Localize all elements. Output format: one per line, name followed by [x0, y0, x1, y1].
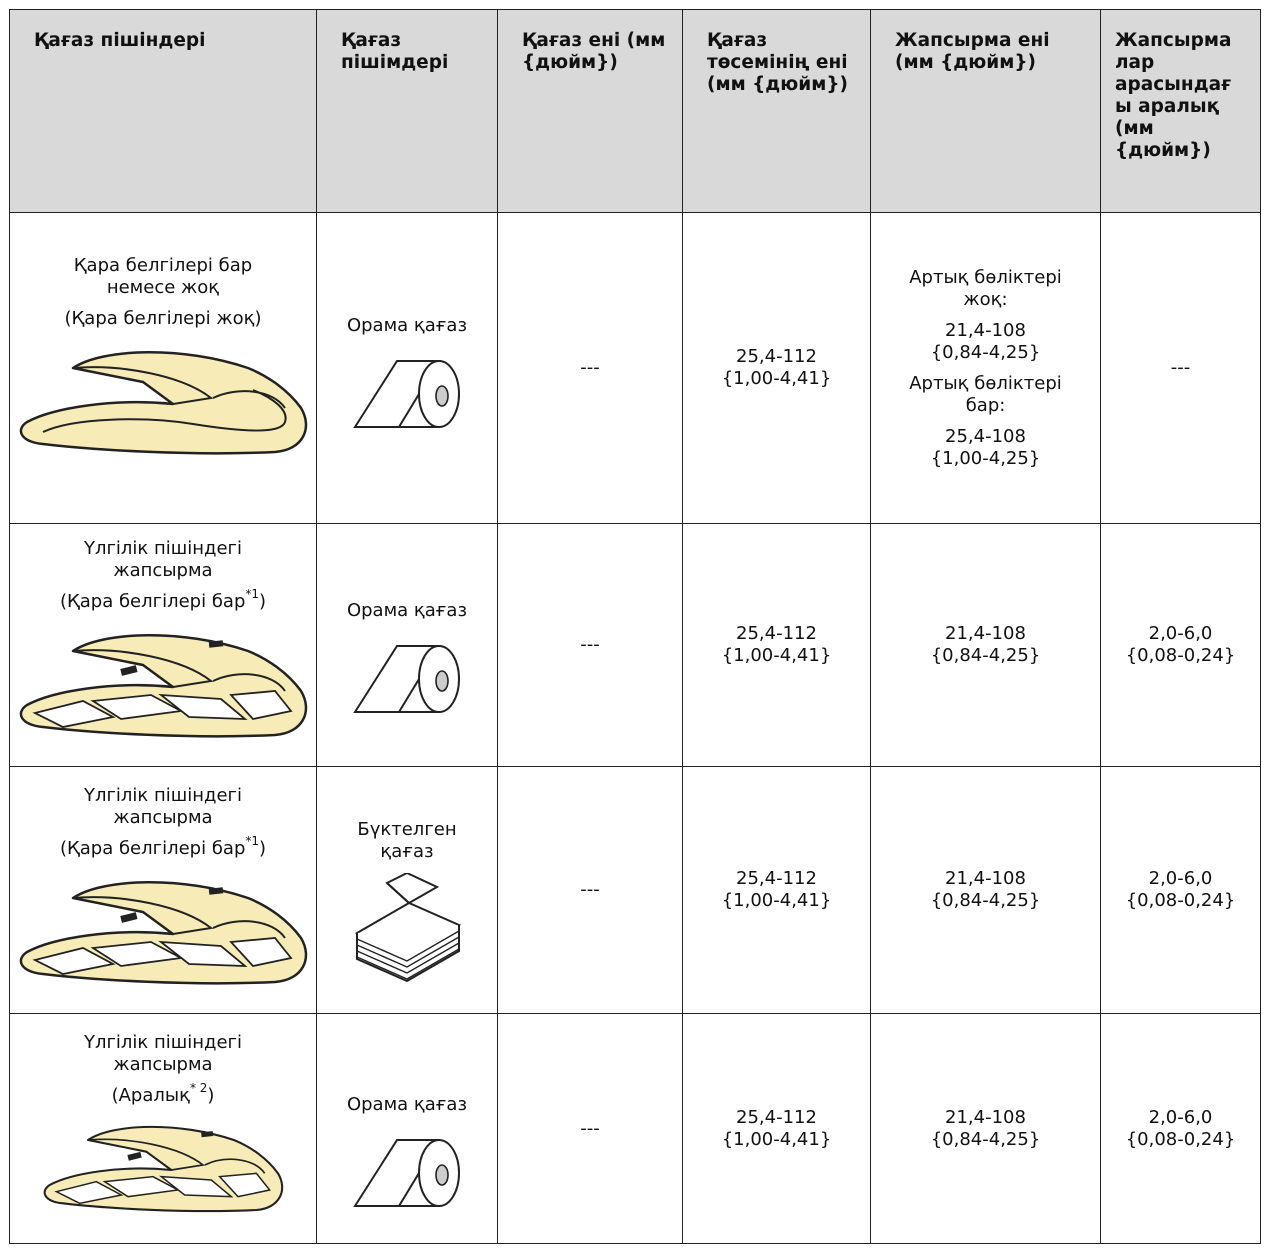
label-width-cell: Артық бөліктері жоқ: 21,4-108 {0,84-4,25… [870, 212, 1101, 524]
header-paper-format: Қағаз пішімдері [316, 9, 498, 213]
liner-width-inch: {1,00-4,41} [721, 1128, 832, 1150]
shape-line2: немесе жоқ [106, 277, 220, 298]
label-width-cell: 21,4-108 {0,84-4,25} [870, 523, 1101, 767]
format-cell: Бүктелген қағаз [316, 766, 498, 1014]
header-label-gap: Жапсырма лар арасындағ ы аралық (мм {дюй… [1100, 9, 1261, 213]
label-paper-icon [13, 621, 313, 741]
shape-line1: Үлгілік пішіндегі [83, 538, 243, 559]
table-row: Үлгілік пішіндегі жапсырма (Қара белгіле… [9, 523, 1261, 767]
shape-line1: Үлгілік пішіндегі [83, 1032, 243, 1053]
format-label-line2: қағаз [380, 841, 434, 862]
gap-value: 2,0-6,0 [1148, 1106, 1213, 1128]
table-row: Қара белгілері бар немесе жоқ (Қара белг… [9, 212, 1261, 524]
liner-width-value: 25,4-112 [736, 346, 817, 367]
shape-line1: Үлгілік пішіндегі [83, 785, 243, 806]
label-width-cell: 21,4-108 {0,84-4,25} [870, 1013, 1101, 1244]
label-width-inch: {0,84-4,25} [930, 1128, 1041, 1150]
label-width-inch: {0,84-4,25} [930, 341, 1041, 363]
shape-cell: Үлгілік пішіндегі жапсырма (Аралық* 2) [9, 1013, 317, 1244]
gap-cell: 2,0-6,0 {0,08-0,24} [1100, 766, 1261, 1014]
header-paper-shape: Қағаз пішіндері [9, 9, 317, 213]
label-width-inch: {0,84-4,25} [930, 890, 1041, 911]
label-width-value: 21,4-108 [945, 868, 1026, 889]
gap-inch: {0,08-0,24} [1125, 890, 1236, 911]
roll-paper-icon [347, 347, 467, 437]
gap-inch: {0,08-0,24} [1125, 645, 1236, 666]
fanfold-paper-icon [347, 873, 467, 983]
shape-line2: жапсырма [113, 807, 213, 828]
label-width-note: Артық бөліктері [909, 372, 1062, 394]
format-label: Орама қағаз [346, 315, 468, 336]
gap-cell: 2,0-6,0 {0,08-0,24} [1100, 1013, 1261, 1244]
paper-width-cell: --- [497, 523, 683, 767]
liner-width-cell: 25,4-112 {1,00-4,41} [682, 523, 871, 767]
shape-cell: Қара белгілері бар немесе жоқ (Қара белг… [9, 212, 317, 524]
header-liner-width: Қағаз төсемінің ені (мм {дюйм}) [682, 9, 871, 213]
shape-note: (Қара белгілері бар*1) [59, 834, 267, 859]
shape-note: (Қара белгілері бар*1) [59, 587, 267, 612]
shape-line1: Қара белгілері бар [73, 255, 253, 276]
liner-width-cell: 25,4-112 {1,00-4,41} [682, 212, 871, 524]
liner-width-value: 25,4-112 [736, 623, 817, 644]
label-width-value: 25,4-108 [945, 425, 1026, 447]
label-paper-icon [13, 868, 313, 988]
paper-width-cell: --- [497, 766, 683, 1014]
liner-width-cell: 25,4-112 {1,00-4,41} [682, 766, 871, 1014]
liner-width-inch: {1,00-4,41} [721, 368, 832, 389]
format-cell: Орама қағаз [316, 523, 498, 767]
label-width-cell: 21,4-108 {0,84-4,25} [870, 766, 1101, 1014]
liner-width-cell: 25,4-112 {1,00-4,41} [682, 1013, 871, 1244]
shape-line2: жапсырма [113, 1054, 213, 1075]
paper-width-cell: --- [497, 212, 683, 524]
continuous-paper-icon [13, 338, 313, 458]
gap-value: 2,0-6,0 [1148, 623, 1213, 644]
format-cell: Орама қағаз [316, 212, 498, 524]
gap-value: 2,0-6,0 [1148, 868, 1213, 889]
label-width-value: 21,4-108 [945, 623, 1026, 644]
table-row: Үлгілік пішіндегі жапсырма (Қара белгіле… [9, 766, 1261, 1014]
liner-width-value: 25,4-112 [736, 1106, 817, 1128]
format-label-line1: Бүктелген [357, 819, 457, 840]
label-width-inch: {1,00-4,25} [930, 447, 1041, 469]
liner-width-value: 25,4-112 [736, 868, 817, 889]
label-paper-icon [13, 1115, 313, 1215]
label-width-value: 21,4-108 [945, 319, 1026, 341]
roll-paper-icon [347, 632, 467, 722]
gap-cell: --- [1100, 212, 1261, 524]
liner-width-inch: {1,00-4,41} [721, 890, 832, 911]
format-label: Орама қағаз [346, 600, 468, 621]
liner-width-inch: {1,00-4,41} [721, 645, 832, 666]
header-label-width: Жапсырма ені (мм {дюйм}) [870, 9, 1101, 213]
header-paper-width: Қағаз ені (мм {дюйм}) [497, 9, 683, 213]
shape-cell: Үлгілік пішіндегі жапсырма (Қара белгіле… [9, 766, 317, 1014]
format-label: Орама қағаз [346, 1094, 468, 1115]
label-width-inch: {0,84-4,25} [930, 645, 1041, 666]
label-width-value: 21,4-108 [945, 1106, 1026, 1128]
label-width-note: жоқ: [963, 288, 1008, 310]
table-row: Үлгілік пішіндегі жапсырма (Аралық* 2) О… [9, 1013, 1261, 1244]
gap-inch: {0,08-0,24} [1125, 1128, 1236, 1150]
shape-line2: жапсырма [113, 560, 213, 581]
paper-spec-table: Қағаз пішіндері Қағаз пішімдері Қағаз ен… [9, 9, 1261, 1244]
shape-note: (Қара белгілері жоқ) [64, 308, 262, 329]
format-cell: Орама қағаз [316, 1013, 498, 1244]
label-width-note: бар: [965, 394, 1006, 416]
paper-width-cell: --- [497, 1013, 683, 1244]
header-row: Қағаз пішіндері Қағаз пішімдері Қағаз ен… [9, 9, 1261, 213]
shape-note: (Аралық* 2) [111, 1081, 215, 1106]
gap-cell: 2,0-6,0 {0,08-0,24} [1100, 523, 1261, 767]
roll-paper-icon [347, 1126, 467, 1216]
label-width-note: Артық бөліктері [909, 266, 1062, 288]
shape-cell: Үлгілік пішіндегі жапсырма (Қара белгіле… [9, 523, 317, 767]
